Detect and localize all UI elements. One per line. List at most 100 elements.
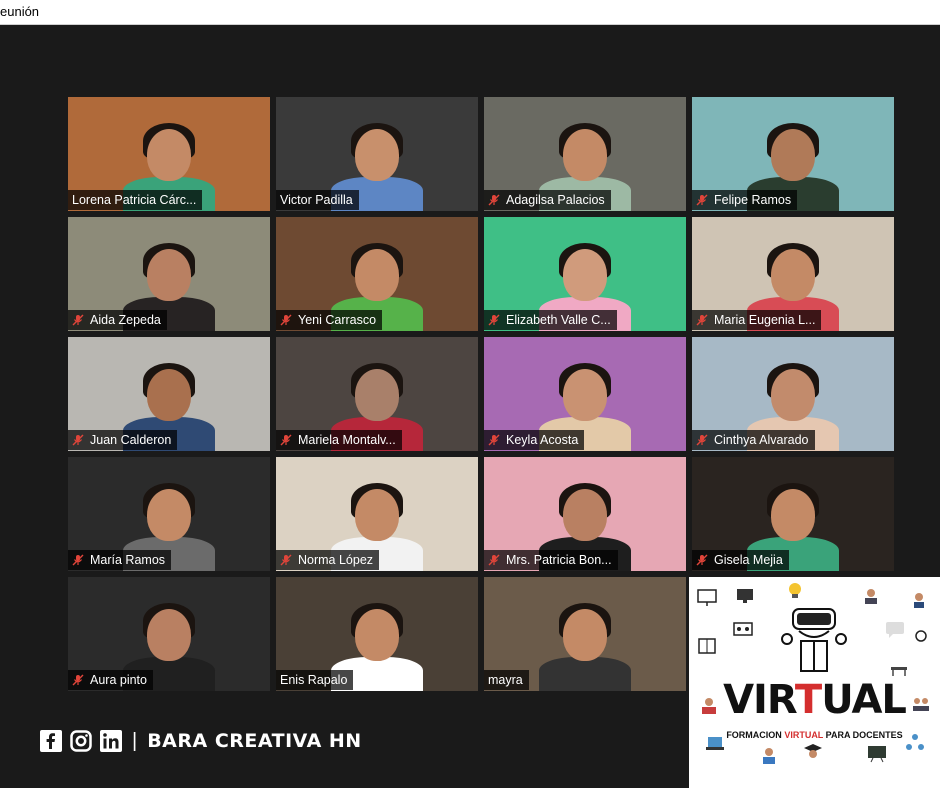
participant-name: Aura pinto (90, 673, 147, 687)
participant-name-label: mayra (484, 670, 529, 690)
reading-student-icon (702, 698, 716, 714)
muted-mic-icon (72, 314, 84, 326)
participant-tile-gisela-mejia[interactable]: Gisela Mejia (692, 457, 894, 571)
muted-mic-icon (280, 554, 292, 566)
participant-tile-adagilsa-palacios[interactable]: Adagilsa Palacios (484, 97, 686, 211)
participant-name-label: Juan Calderon (68, 430, 178, 450)
participant-name: Norma López (298, 553, 374, 567)
muted-mic-icon (488, 434, 500, 446)
muted-mic-icon (488, 554, 500, 566)
participant-name: Enis Rapalo (280, 673, 348, 687)
participant-name-label: Felipe Ramos (692, 190, 798, 210)
participant-name-label: Mrs. Patricia Bon... (484, 550, 618, 570)
blackboard-icon (868, 746, 886, 763)
participant-name: María Ramos (90, 553, 166, 567)
teacher-icon (865, 589, 877, 604)
participant-name-label: Keyla Acosta (484, 430, 585, 450)
participant-tile-lorena-patricia-carc[interactable]: Lorena Patricia Cárc... (68, 97, 270, 211)
participant-tile-juan-calderon[interactable]: Juan Calderon (68, 337, 270, 451)
muted-mic-icon (488, 194, 500, 206)
participant-name: Gisela Mejia (714, 553, 783, 567)
linkedin-icon[interactable] (100, 730, 122, 752)
network-icon (906, 734, 924, 750)
participant-name: Mrs. Patricia Bon... (506, 553, 612, 567)
participant-name-label: Norma López (276, 550, 380, 570)
muted-mic-icon (72, 554, 84, 566)
participant-name-label: Adagilsa Palacios (484, 190, 611, 210)
muted-mic-icon (72, 434, 84, 446)
participant-name-label: Aida Zepeda (68, 310, 167, 330)
participant-name-label: Yeni Carrasco (276, 310, 383, 330)
participant-tile-mariela-montalv[interactable]: Mariela Montalv... (276, 337, 478, 451)
participant-tile-maria-ramos[interactable]: María Ramos (68, 457, 270, 571)
participant-name-label: Maria Eugenia L... (692, 310, 822, 330)
muted-mic-icon (488, 314, 500, 326)
participant-name: Juan Calderon (90, 433, 172, 447)
participant-name: Lorena Patricia Cárc... (72, 193, 197, 207)
participant-tile-mayra[interactable]: mayra (484, 577, 686, 691)
participant-video (68, 217, 270, 331)
participant-tile-keyla-acosta[interactable]: Keyla Acosta (484, 337, 686, 451)
student-icon (914, 593, 924, 608)
participant-name-label: Elizabeth Valle C... (484, 310, 617, 330)
participant-name-label: Cinthya Alvarado (692, 430, 815, 450)
participant-name: Victor Padilla (280, 193, 353, 207)
muted-mic-icon (280, 434, 292, 446)
muted-mic-icon (696, 434, 708, 446)
lightbulb-icon (789, 583, 801, 598)
muted-mic-icon (696, 314, 708, 326)
participant-tile-elizabeth-valle-c[interactable]: Elizabeth Valle C... (484, 217, 686, 331)
participant-name: Cinthya Alvarado (714, 433, 809, 447)
social-footer: | BARA CREATIVA HN (40, 729, 362, 753)
window-title: eunión (0, 4, 40, 19)
participant-name-label: María Ramos (68, 550, 172, 570)
participant-tile-enis-rapalo[interactable]: Enis Rapalo (276, 577, 478, 691)
participant-tile-felipe-ramos[interactable]: Felipe Ramos (692, 97, 894, 211)
presentation-icon (697, 589, 717, 606)
muted-mic-icon (280, 314, 292, 326)
participant-name-label: Aura pinto (68, 670, 153, 690)
graduate-icon (804, 744, 822, 758)
participant-tile-cinthya-alvarado[interactable]: Cinthya Alvarado (692, 337, 894, 451)
classroom-icon (913, 698, 929, 711)
instagram-icon[interactable] (70, 730, 92, 752)
participant-name: Maria Eugenia L... (714, 313, 816, 327)
participant-tile-norma-lopez[interactable]: Norma López (276, 457, 478, 571)
participant-name: Felipe Ramos (714, 193, 792, 207)
participant-name: Elizabeth Valle C... (506, 313, 611, 327)
participant-name: Aida Zepeda (90, 313, 161, 327)
online-user-icon (915, 630, 927, 642)
participant-tile-yeni-carrasco[interactable]: Yeni Carrasco (276, 217, 478, 331)
participant-avatar (539, 591, 631, 691)
footer-handle: BARA CREATIVA HN (147, 730, 362, 752)
participant-name-label: Lorena Patricia Cárc... (68, 190, 203, 210)
participant-tile-victor-padilla[interactable]: Victor Padilla (276, 97, 478, 211)
participant-name: mayra (488, 673, 523, 687)
participant-avatar (747, 471, 839, 571)
facebook-icon[interactable] (40, 730, 62, 752)
participant-tile-maria-eugenia-l[interactable]: Maria Eugenia L... (692, 217, 894, 331)
participant-name: Keyla Acosta (506, 433, 579, 447)
book-icon (698, 638, 716, 654)
video-call-icon (733, 622, 753, 636)
participant-tile-aida-zepeda[interactable]: Aida Zepeda (68, 217, 270, 331)
participant-avatar (539, 351, 631, 451)
participant-name: Yeni Carrasco (298, 313, 377, 327)
participant-name-label: Mariela Montalv... (276, 430, 402, 450)
muted-mic-icon (72, 674, 84, 686)
gallery-grid: Lorena Patricia Cárc... Victor Padilla Ada… (68, 97, 898, 693)
vr-teacher-illustration-icon (781, 608, 847, 672)
muted-mic-icon (696, 194, 708, 206)
participant-tile-aura-pinto[interactable]: Aura pinto (68, 577, 270, 691)
student-desk-icon (763, 748, 775, 764)
window-titlebar: eunión (0, 0, 940, 25)
monitor-icon (737, 589, 753, 603)
desk-icon (891, 667, 907, 676)
participant-name: Mariela Montalv... (298, 433, 396, 447)
participant-tile-mrs-patricia-bon[interactable]: Mrs. Patricia Bon... (484, 457, 686, 571)
participant-name-label: Victor Padilla (276, 190, 359, 210)
participant-name: Adagilsa Palacios (506, 193, 605, 207)
laptop-icon (706, 737, 724, 750)
participant-name-label: Gisela Mejia (692, 550, 789, 570)
participant-name-label: Enis Rapalo (276, 670, 354, 690)
